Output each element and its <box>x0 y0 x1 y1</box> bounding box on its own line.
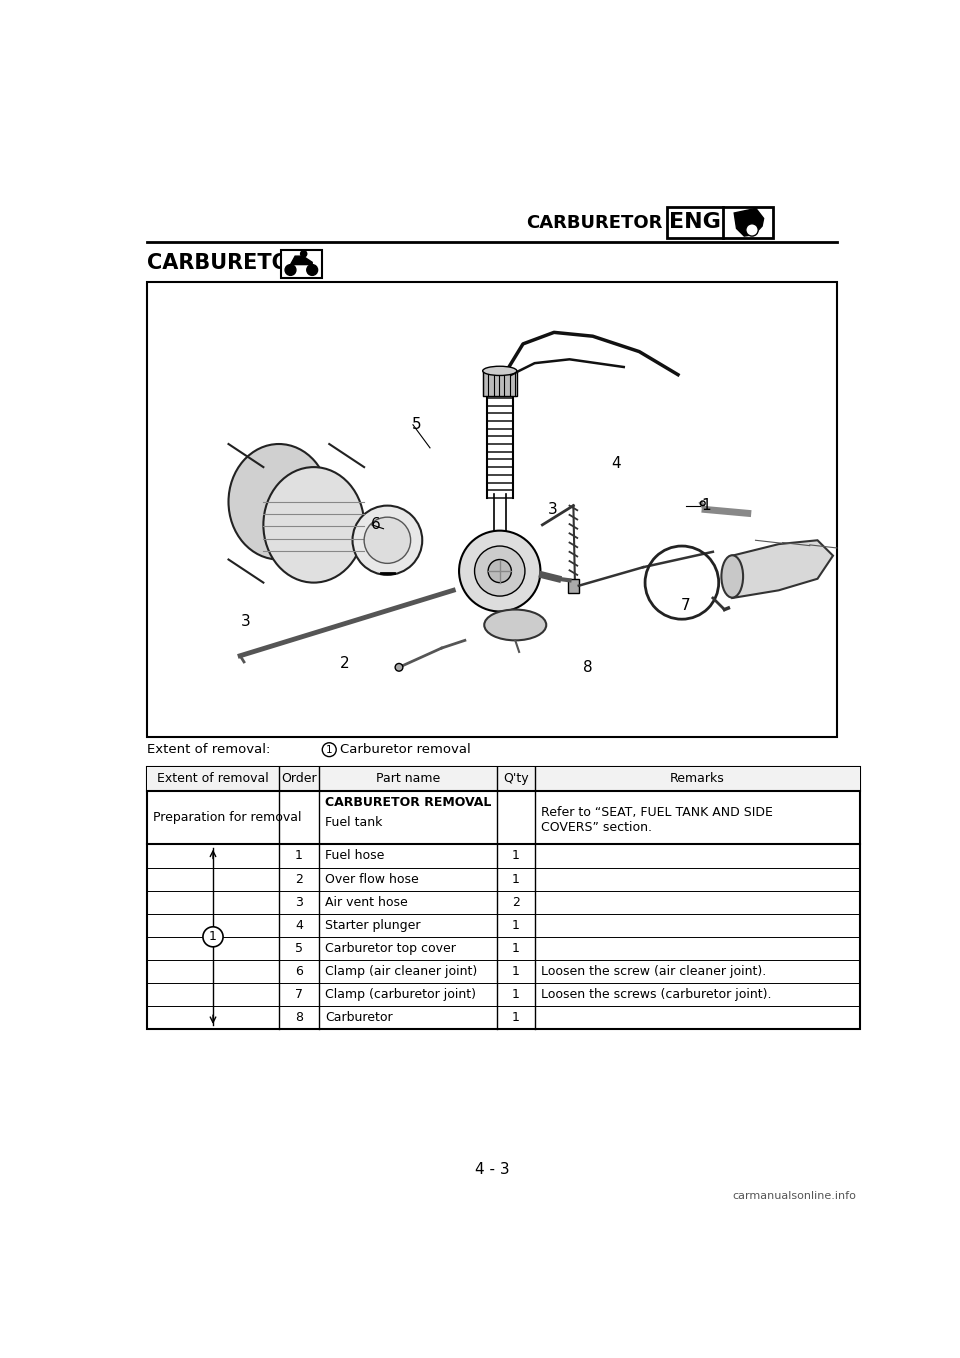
Text: Fuel tank: Fuel tank <box>325 816 383 830</box>
Text: Preparation for removal: Preparation for removal <box>154 811 301 824</box>
Text: Clamp (carburetor joint): Clamp (carburetor joint) <box>325 989 476 1001</box>
Bar <box>568 579 579 592</box>
Text: 1: 1 <box>701 498 710 513</box>
Polygon shape <box>734 208 763 236</box>
Text: 1: 1 <box>512 966 520 978</box>
Circle shape <box>300 251 307 257</box>
Ellipse shape <box>483 367 516 375</box>
Text: Over flow hose: Over flow hose <box>325 873 420 885</box>
Text: 8: 8 <box>583 660 592 675</box>
Text: ENG: ENG <box>669 212 721 232</box>
Bar <box>147 767 860 1029</box>
Text: Clamp (air cleaner joint): Clamp (air cleaner joint) <box>325 966 478 978</box>
Text: CARBURETOR: CARBURETOR <box>147 253 305 273</box>
Bar <box>281 250 322 277</box>
Circle shape <box>307 265 318 276</box>
Text: Q'ty: Q'ty <box>503 773 529 785</box>
Ellipse shape <box>721 555 743 598</box>
Text: Carburetor top cover: Carburetor top cover <box>325 942 456 955</box>
Text: 3: 3 <box>295 896 303 909</box>
Ellipse shape <box>474 546 525 596</box>
Circle shape <box>285 265 296 276</box>
Text: 1: 1 <box>209 930 217 944</box>
Text: 3: 3 <box>241 614 251 629</box>
Text: 1: 1 <box>512 942 520 955</box>
Text: 2: 2 <box>340 656 349 671</box>
Circle shape <box>746 224 758 236</box>
Text: Fuel hose: Fuel hose <box>325 850 385 862</box>
Text: 6: 6 <box>295 966 303 978</box>
Text: Extent of removal:: Extent of removal: <box>147 743 271 756</box>
Text: Carburetor removal: Carburetor removal <box>340 743 470 756</box>
Text: 1: 1 <box>512 919 520 932</box>
Text: 2: 2 <box>295 873 303 885</box>
Ellipse shape <box>352 505 422 574</box>
Text: 8: 8 <box>295 1012 303 1024</box>
Text: carmanualsonline.info: carmanualsonline.info <box>732 1191 856 1202</box>
Text: Air vent hose: Air vent hose <box>325 896 408 909</box>
Text: 6: 6 <box>371 517 380 532</box>
Text: 1: 1 <box>512 989 520 1001</box>
Text: 5: 5 <box>295 942 303 955</box>
Text: Loosen the screw (air cleaner joint).: Loosen the screw (air cleaner joint). <box>540 966 766 978</box>
Bar <box>483 371 516 395</box>
Bar <box>147 282 837 736</box>
Ellipse shape <box>484 610 546 641</box>
Text: COVERS” section.: COVERS” section. <box>540 822 652 834</box>
Text: 7: 7 <box>295 989 303 1001</box>
Text: Starter plunger: Starter plunger <box>325 919 420 932</box>
Text: Loosen the screws (carburetor joint).: Loosen the screws (carburetor joint). <box>540 989 771 1001</box>
Circle shape <box>203 926 223 947</box>
Text: 5: 5 <box>412 417 421 432</box>
Text: Remarks: Remarks <box>670 773 725 785</box>
Text: 1: 1 <box>326 744 332 755</box>
Text: 4: 4 <box>295 919 303 932</box>
Bar <box>147 767 860 790</box>
Text: CARBURETOR REMOVAL: CARBURETOR REMOVAL <box>325 796 492 809</box>
Ellipse shape <box>459 531 540 611</box>
Ellipse shape <box>396 664 403 671</box>
Ellipse shape <box>228 444 329 559</box>
Polygon shape <box>291 257 312 265</box>
Text: Refer to “SEAT, FUEL TANK AND SIDE: Refer to “SEAT, FUEL TANK AND SIDE <box>540 805 773 819</box>
Ellipse shape <box>488 559 512 583</box>
Text: CARBURETOR: CARBURETOR <box>526 215 662 232</box>
Text: 4 - 3: 4 - 3 <box>474 1162 510 1177</box>
Text: Order: Order <box>281 773 317 785</box>
Text: Extent of removal: Extent of removal <box>157 773 269 785</box>
Polygon shape <box>732 540 833 598</box>
Bar <box>667 206 774 238</box>
Ellipse shape <box>364 517 411 564</box>
Text: 1: 1 <box>295 850 303 862</box>
Circle shape <box>323 743 336 756</box>
Text: 1: 1 <box>512 873 520 885</box>
Text: 1: 1 <box>512 1012 520 1024</box>
Text: 7: 7 <box>681 599 690 614</box>
Text: Part name: Part name <box>376 773 441 785</box>
Text: 1: 1 <box>512 850 520 862</box>
Text: 4: 4 <box>612 456 621 471</box>
Text: Carburetor: Carburetor <box>325 1012 393 1024</box>
Text: 3: 3 <box>547 502 558 517</box>
Text: 2: 2 <box>512 896 520 909</box>
Ellipse shape <box>263 467 364 583</box>
